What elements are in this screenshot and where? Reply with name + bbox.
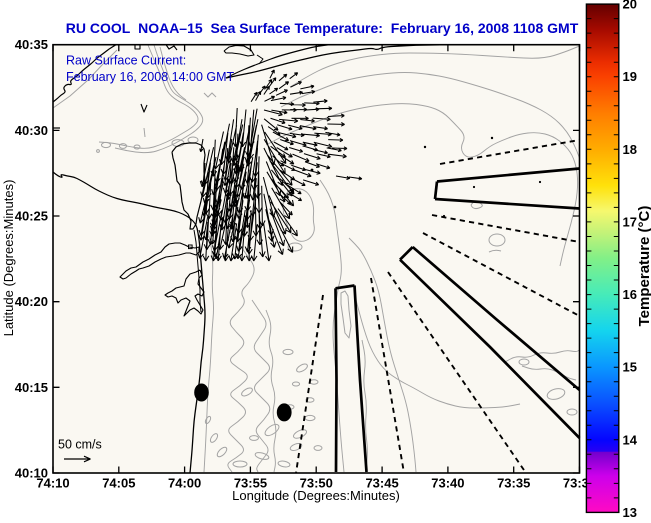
svg-text:73:55: 73:55 <box>234 476 267 491</box>
svg-text:19: 19 <box>623 69 637 84</box>
svg-text:50 cm/s: 50 cm/s <box>58 438 102 452</box>
svg-text:40:35: 40:35 <box>15 37 48 52</box>
svg-text:74:05: 74:05 <box>102 476 135 491</box>
svg-text:Latitude (Degrees:Minutes): Latitude (Degrees:Minutes) <box>1 180 16 337</box>
svg-text:Longitude (Degrees:Minutes): Longitude (Degrees:Minutes) <box>232 488 400 503</box>
svg-text:73:40: 73:40 <box>431 476 464 491</box>
svg-text:74:00: 74:00 <box>168 476 201 491</box>
svg-text:Temperature (°C): Temperature (°C) <box>636 206 651 327</box>
svg-text:Raw Surface Current:: Raw Surface Current: <box>66 54 186 68</box>
svg-text:February 16, 2008 14:00 GMT: February 16, 2008 14:00 GMT <box>66 70 235 84</box>
svg-text:40:15: 40:15 <box>15 380 48 395</box>
svg-text:40:30: 40:30 <box>15 123 48 138</box>
svg-text:RU COOL NOAA–15 Sea Surface: RU COOL NOAA–15 Sea Surface Temperature:… <box>66 20 579 36</box>
svg-text:13: 13 <box>623 505 637 518</box>
svg-text:16: 16 <box>623 287 637 302</box>
svg-text:15: 15 <box>623 360 637 375</box>
svg-text:73:35: 73:35 <box>497 476 530 491</box>
svg-text:14: 14 <box>623 432 638 447</box>
svg-text:40:20: 40:20 <box>15 294 48 309</box>
svg-text:18: 18 <box>623 142 637 157</box>
svg-text:74:10: 74:10 <box>36 476 69 491</box>
svg-text:20: 20 <box>623 0 637 12</box>
svg-text:40:25: 40:25 <box>15 209 48 224</box>
svg-text:73:45: 73:45 <box>365 476 398 491</box>
svg-text:73:50: 73:50 <box>300 476 333 491</box>
svg-text:17: 17 <box>623 214 637 229</box>
svg-text:40:10: 40:10 <box>15 466 48 481</box>
